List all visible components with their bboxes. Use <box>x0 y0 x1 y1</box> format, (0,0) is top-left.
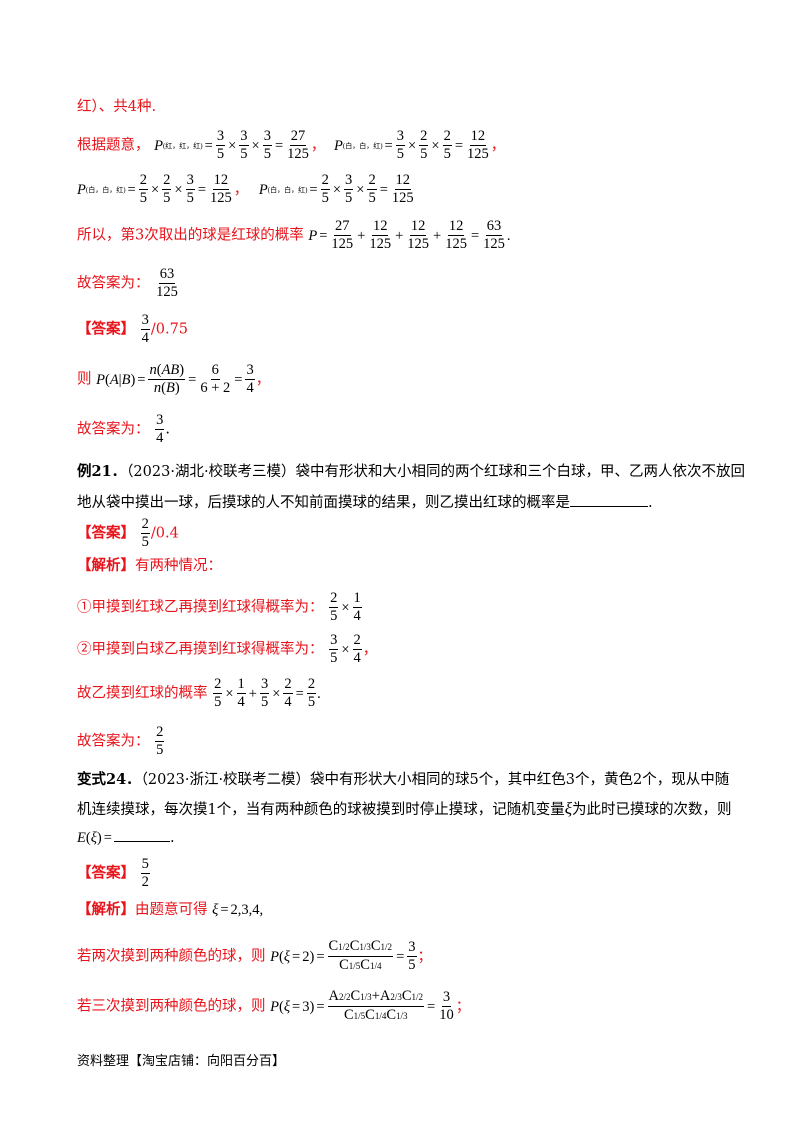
formula-case-2: 3 5 × 2 4， <box>329 632 378 666</box>
answer-alt: /0.75 <box>150 321 189 338</box>
case-text: 若两次摸到两种颜色的球，则 <box>77 948 266 965</box>
variant-24-line1: 变式24．（2023·浙江·校联考二模）袋中有形状大小相同的球5个，其中红色3个… <box>77 770 729 790</box>
formula-xi-3: P(ξ = 3) = A2/2C1/3+A2/3C1/2 C1/5C1/4C1/3 = 3… <box>270 988 471 1023</box>
example-text: 地从袋中摸出一球，后摸球的人不知前面摸球的结果，则乙摸出红球的概率是 <box>77 495 570 511</box>
xi-values: ξ = 2,3,4, <box>212 902 264 918</box>
page-footer: 资料整理【淘宝店铺：向阳百分百】 <box>77 1054 286 1069</box>
analysis-text: 有两种情况： <box>135 558 222 574</box>
case-text: ①甲摸到红球乙再摸到红球得概率为： <box>77 599 324 616</box>
line-total-probability: 所以，第3次取出的球是红球的概率 P = 27 125 + 12 125 + 12 125 +… <box>77 218 511 253</box>
line-prev-end: 红）、共4种. <box>77 99 157 115</box>
answer-blank <box>113 827 170 842</box>
variant-24-line2: 机连续摸球，每次摸1个，当有两种颜色的球被摸到时停止摸球，记随机变量ξ为此时已摸… <box>77 799 732 818</box>
formula-total: P = 27 125 + 12 125 + 12 125 + 12 125 = 63 125. <box>308 218 511 252</box>
line-case-three-draws: 若三次摸到两种颜色的球，则 P(ξ = 3) = A2/2C1/3+A2/3C1/2 C… <box>77 988 470 1025</box>
intro-text: 根据题意， <box>77 137 150 154</box>
final-text: 故乙摸到红球的概率 <box>77 685 208 702</box>
line-probabilities-2: P (白，白，红) = 2 5 × 2 5 × 3 5 = 12 125， P (白，白，红) = 2… <box>77 172 416 207</box>
intro-text: 则 <box>77 371 92 388</box>
case-text: 若三次摸到两种颜色的球，则 <box>77 998 266 1015</box>
analysis-tag: 【解析】 <box>77 901 135 918</box>
answer-intro: 故答案为： <box>77 733 150 750</box>
answer-fraction: 63 125 <box>156 266 178 300</box>
analysis-text: 由题意可得 <box>135 902 208 918</box>
case-text: ②甲摸到白球乙再摸到红球得概率为： <box>77 641 324 658</box>
answer-blank <box>570 492 648 507</box>
formula-p-rwr: P (白，白，红) = 2 5 × 2 5 × 3 5 = 12 125， <box>77 172 249 206</box>
answer-tag: 【答案】 <box>77 524 135 542</box>
intro-text: 所以，第3次取出的球是红球的概率 <box>77 227 304 244</box>
formula-case-1: 2 5 × 1 4 <box>329 590 362 624</box>
line-answer-is-1: 故答案为： 63 125 <box>77 266 180 301</box>
answer-alt: /0.4 <box>150 525 179 542</box>
line-case-1: ①甲摸到红球乙再摸到红球得概率为： 2 5 × 1 4 <box>77 590 363 625</box>
line-analysis-2: 【解析】由题意可得 ξ = 2,3,4, <box>77 900 263 920</box>
answer-tag: 【答案】 <box>77 864 135 882</box>
formula-p-wwr: P (白，白，红) = 2 5 × 3 5 × 2 5 = 12 125 <box>258 172 414 206</box>
line-analysis-1: 【解析】有两种情况： <box>77 556 222 576</box>
answer-intro: 故答案为： <box>77 275 150 292</box>
variant-text: （2023·浙江·校联考二模）袋中有形状大小相同的球5个，其中红色3个，黄色2个… <box>140 772 730 788</box>
answer-intro: 故答案为： <box>77 421 150 438</box>
analysis-tag: 【解析】 <box>77 557 135 574</box>
line-case-2: ②甲摸到白球乙再摸到红球得概率为： 3 5 × 2 4， <box>77 632 377 667</box>
line-answer-tag-1: 【答案】 3 4/0.75 <box>77 312 188 347</box>
variant-24-line3: E(ξ) =. <box>77 827 175 848</box>
variant-text: 机连续摸球，每次摸1个，当有两种颜色的球被摸到时停止摸球，记随机变量 <box>77 802 565 818</box>
variant-label: 变式24． <box>77 771 141 788</box>
example-text: （2023·湖北·校联考三模）袋中有形状和大小相同的两个红球和三个白球，甲、乙两… <box>126 464 746 480</box>
line-answer-tag-2: 【答案】 2 5/0.4 <box>77 516 179 551</box>
variant-text-cont: 为此时已摸球的次数，则 <box>572 802 732 818</box>
example-21-line2: 地从袋中摸出一球，后摸球的人不知前面摸球的结果，则乙摸出红球的概率是. <box>77 492 653 513</box>
example-label: 例21． <box>77 463 127 480</box>
line-case-two-draws: 若两次摸到两种颜色的球，则 P(ξ = 2) = C1/2C1/3C1/2 C1/5C1… <box>77 938 432 975</box>
line-probabilities-1: 根据题意， P (红，红，红) = 3 5 × 3 5 × 3 5 = 27 125， P (白，白… <box>77 128 505 163</box>
expectation-label: E(ξ) = <box>77 830 112 846</box>
formula-xi-2: P(ξ = 2) = C1/2C1/3C1/2 C1/5C1/4 = 3 5； <box>270 938 432 973</box>
formula-p-rrr: P (红，红，红) = 3 5 × 3 5 × 3 5 = 27 125， <box>154 128 326 162</box>
example-21-line1: 例21．（2023·湖北·校联考三模）袋中有形状和大小相同的两个红球和三个白球，… <box>77 462 745 482</box>
formula-p-wrr: P (白，白，红) = 3 5 × 2 5 × 2 5 = 12 125， <box>334 128 506 162</box>
answer-tag: 【答案】 <box>77 320 135 338</box>
